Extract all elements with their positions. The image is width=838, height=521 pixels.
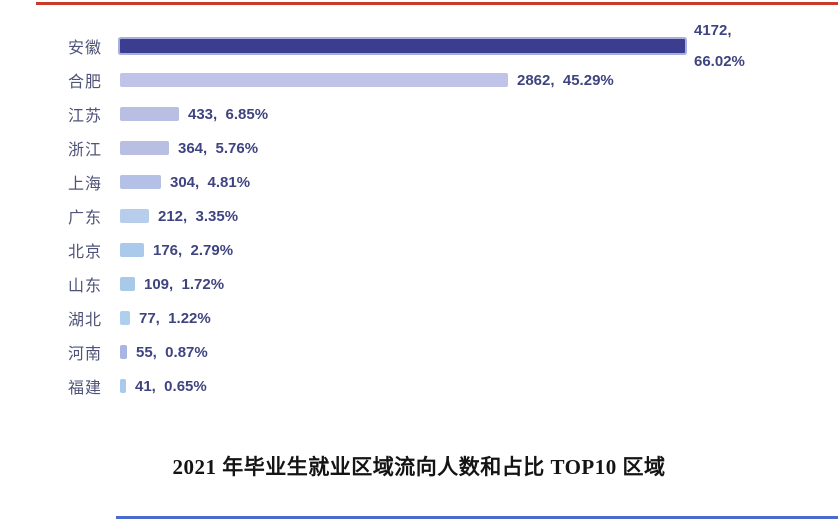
bar (120, 311, 130, 325)
bar (120, 277, 135, 291)
value-label: 176, 2.79% (153, 241, 234, 259)
value-label: 55, 0.87% (136, 343, 208, 361)
category-label: 浙江 (68, 142, 103, 159)
bar-row: 江苏 433, 6.85% (68, 97, 828, 131)
bar-row: 北京 176, 2.79% (68, 233, 828, 267)
bar-row: 广东 212, 3.35% (68, 199, 828, 233)
bar (120, 175, 161, 189)
category-label: 河南 (68, 346, 103, 363)
category-label: 广东 (68, 210, 103, 227)
bar-row: 合肥 2862, 45.29% (68, 63, 828, 97)
category-label: 上海 (68, 176, 103, 193)
chart-title: 2021 年毕业生就业区域流向人数和占比 TOP10 区域 (172, 455, 666, 479)
bottom-accent-line (116, 516, 838, 519)
top-accent-line (36, 2, 838, 5)
bar (120, 345, 127, 359)
category-label: 福建 (68, 380, 103, 397)
value-label: 364, 5.76% (178, 139, 259, 157)
bar-row: 河南 55, 0.87% (68, 335, 828, 369)
bar (120, 209, 149, 223)
value-label: 433, 6.85% (188, 105, 269, 123)
bar-row: 安徽 4172, 66.02% (68, 22, 828, 70)
bar (120, 39, 685, 53)
category-label: 山东 (68, 278, 103, 295)
bar (120, 107, 179, 121)
value-label: 41, 0.65% (135, 377, 207, 395)
bar-row: 上海 304, 4.81% (68, 165, 828, 199)
category-label: 安徽 (68, 40, 103, 57)
bar-row: 山东 109, 1.72% (68, 267, 828, 301)
bar (120, 73, 508, 87)
value-label: 109, 1.72% (144, 275, 225, 293)
value-label: 212, 3.35% (158, 207, 239, 225)
category-label: 合肥 (68, 74, 103, 91)
category-label: 北京 (68, 244, 103, 261)
value-label: 2862, 45.29% (517, 71, 614, 89)
bar (120, 243, 144, 257)
category-label: 湖北 (68, 312, 103, 329)
bar-row: 浙江 364, 5.76% (68, 131, 828, 165)
category-label: 江苏 (68, 108, 103, 125)
bar-chart: 安徽 4172, 66.02% 合肥 2862, 45.29% 江苏 433, 6… (68, 22, 828, 403)
bar (120, 141, 169, 155)
value-label: 304, 4.81% (170, 173, 251, 191)
bar (120, 379, 126, 393)
bar-row: 福建 41, 0.65% (68, 369, 828, 403)
value-label: 77, 1.22% (139, 309, 211, 327)
bar-row: 湖北 77, 1.22% (68, 301, 828, 335)
value-label: 4172, 66.02% (694, 22, 745, 70)
